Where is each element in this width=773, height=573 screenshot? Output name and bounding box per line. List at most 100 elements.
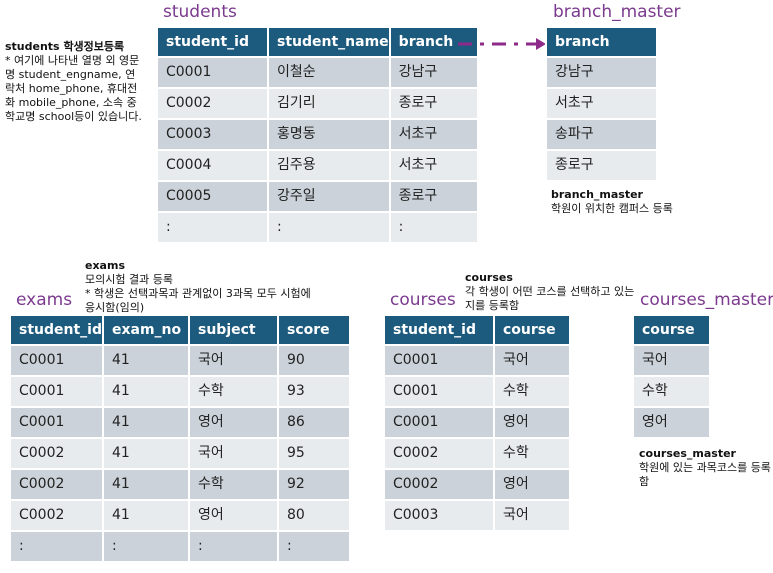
table-row: C0001 41 영어 86 — [9, 406, 351, 439]
column-header: student_id — [383, 314, 495, 346]
table-cell: 41 — [102, 499, 190, 532]
table-cell: C0002 — [9, 437, 104, 470]
table-cell: C0001 — [383, 344, 495, 377]
table-cell: C0002 — [9, 468, 104, 501]
branch-master-table: branch 강남구 서초구 송파구 종로구 — [545, 26, 658, 182]
table-cell: 영어 — [188, 499, 279, 532]
students-table: student_id student_name branch C0001 이철순 강남구 C… — [156, 26, 479, 244]
table-cell: 국어 — [493, 499, 571, 532]
table-cell: C0001 — [383, 375, 495, 408]
table-cell: 영어 — [493, 468, 571, 501]
table-cell: 국어 — [632, 344, 711, 377]
courses-note-text: 각 학생이 어떤 코스를 선택하고 있는지를 등록함 — [465, 285, 635, 312]
table-row: C0001 수학 — [383, 375, 571, 408]
table-cell: 41 — [102, 375, 190, 408]
branch-master-note-title: branch_master — [551, 188, 643, 201]
table-cell: 송파구 — [545, 118, 658, 151]
column-header: subject — [188, 314, 279, 346]
table-cell: 영어 — [188, 406, 279, 439]
table-row: C0002 41 국어 95 — [9, 437, 351, 470]
column-header: student_id — [9, 314, 104, 346]
table-cell: : — [388, 211, 479, 244]
table-cell: C0001 — [9, 344, 104, 377]
table-cell: 90 — [277, 344, 351, 377]
courses-table: student_id course C0001 국어 C0001 수학 C0001 영어 C00… — [383, 314, 571, 532]
table-cell: 종로구 — [545, 149, 658, 182]
table-cell: : — [156, 211, 269, 244]
table-row: C0002 수학 — [383, 437, 571, 470]
table-cell: 86 — [277, 406, 351, 439]
table-cell: 41 — [102, 406, 190, 439]
header-row: student_id exam_no subject score — [9, 314, 351, 346]
table-cell: 국어 — [493, 344, 571, 377]
table-row: C0001 41 국어 90 — [9, 344, 351, 377]
table-row: C0001 이철순 강남구 — [156, 56, 479, 89]
column-header: course — [632, 314, 711, 346]
courses-master-note-title: courses_master — [639, 447, 736, 460]
students-note: students 학생정보등록 * 여기에 나타낸 열명 외 영문명 studen… — [5, 40, 145, 124]
table-row: C0005 강주일 종로구 — [156, 180, 479, 213]
students-title: students — [163, 2, 237, 22]
branch-master-title: branch_master — [553, 2, 681, 22]
table-cell: C0003 — [156, 118, 269, 151]
table-cell: : — [188, 530, 279, 563]
table-cell: C0005 — [156, 180, 269, 213]
table-cell: : — [267, 211, 391, 244]
table-cell: 강남구 — [545, 56, 658, 89]
exams-note-text: 모의시험 결과 등록 * 학생은 선택과목과 관계없이 3과목 모두 시험에 응… — [85, 273, 311, 314]
branch-master-note-text: 학원이 위치한 캠퍼스 등록 — [551, 202, 673, 215]
table-cell: 41 — [102, 468, 190, 501]
table-row: C0002 김기리 종로구 — [156, 87, 479, 120]
header-row: branch — [545, 26, 658, 58]
students-note-text: * 여기에 나타낸 열명 외 영문명 student_engname, 연락처 … — [5, 54, 142, 123]
table-cell: C0002 — [383, 468, 495, 501]
exams-note: exams 모의시험 결과 등록 * 학생은 선택과목과 관계없이 3과목 모두 … — [85, 259, 315, 315]
column-header: score — [277, 314, 351, 346]
table-row: 서초구 — [545, 87, 658, 120]
table-cell: 강남구 — [388, 56, 479, 89]
table-cell: 92 — [277, 468, 351, 501]
table-cell: 김기리 — [267, 87, 391, 120]
table-cell: 국어 — [188, 344, 279, 377]
table-row: 국어 — [632, 344, 711, 377]
table-cell: : — [9, 530, 104, 563]
header-row: student_id course — [383, 314, 571, 346]
table-cell: : — [102, 530, 190, 563]
table-cell: C0001 — [383, 406, 495, 439]
relation-arrow — [458, 38, 546, 50]
table-cell: 서초구 — [545, 87, 658, 120]
table-cell: 홍명동 — [267, 118, 391, 151]
table-row: C0004 김주용 서초구 — [156, 149, 479, 182]
table-cell: 이철순 — [267, 56, 391, 89]
column-header: student_name — [267, 26, 391, 58]
column-header: course — [493, 314, 571, 346]
table-cell: 영어 — [632, 406, 711, 439]
column-header: branch — [388, 26, 479, 58]
header-row: course — [632, 314, 711, 346]
courses-master-title: courses_master — [640, 290, 773, 310]
table-cell: 김주용 — [267, 149, 391, 182]
table-cell: 종로구 — [388, 180, 479, 213]
courses-master-table: course 국어 수학 영어 — [632, 314, 711, 439]
table-cell: C0004 — [156, 149, 269, 182]
table-row: C0002 41 영어 80 — [9, 499, 351, 532]
courses-title: courses — [390, 290, 456, 310]
table-row: C0002 41 수학 92 — [9, 468, 351, 501]
courses-note: courses 각 학생이 어떤 코스를 선택하고 있는지를 등록함 — [465, 271, 640, 313]
table-cell: C0002 — [9, 499, 104, 532]
table-row: C0001 41 수학 93 — [9, 375, 351, 408]
table-cell: 서초구 — [388, 118, 479, 151]
table-cell: C0001 — [9, 375, 104, 408]
exams-table: student_id exam_no subject score C0001 41 국어 90… — [9, 314, 351, 563]
table-cell: 국어 — [188, 437, 279, 470]
table-row: C0001 국어 — [383, 344, 571, 377]
header-row: student_id student_name branch — [156, 26, 479, 58]
table-cell: 서초구 — [388, 149, 479, 182]
table-cell: 41 — [102, 344, 190, 377]
table-row: 종로구 — [545, 149, 658, 182]
table-cell: C0001 — [156, 56, 269, 89]
courses-note-title: courses — [465, 271, 513, 284]
table-cell: 80 — [277, 499, 351, 532]
table-cell: C0002 — [383, 437, 495, 470]
table-cell: 41 — [102, 437, 190, 470]
